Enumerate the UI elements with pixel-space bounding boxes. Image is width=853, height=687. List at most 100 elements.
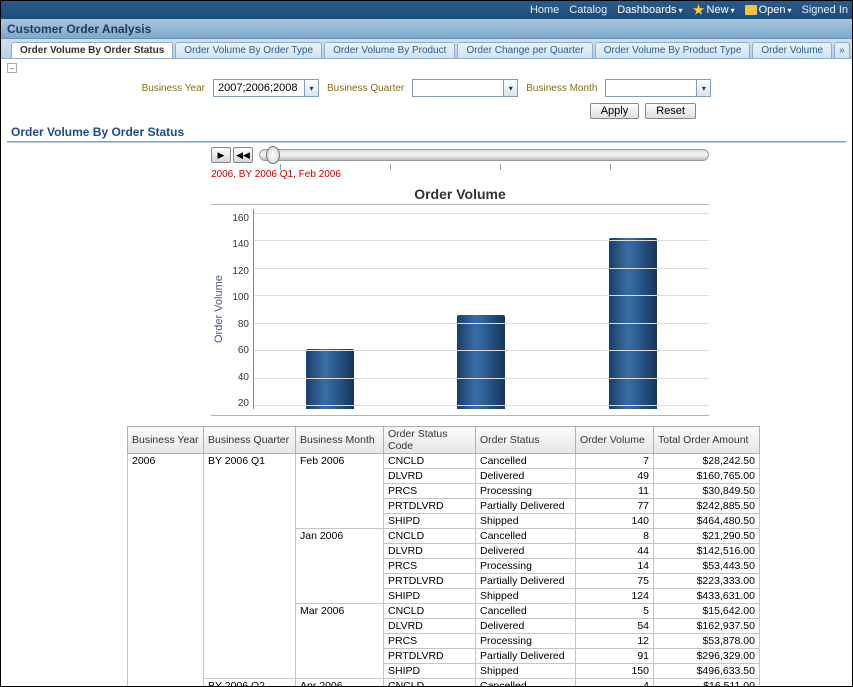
column-header[interactable]: Business Quarter [204, 427, 296, 454]
tab-3[interactable]: Order Change per Quarter [457, 42, 592, 58]
tab-1[interactable]: Order Volume By Order Type [175, 42, 322, 58]
cell-status-code: CNCLD [384, 454, 476, 469]
slider-label: 2006, BY 2006 Q1, Feb 2006 [211, 169, 709, 180]
cell-amount: $15,642.00 [654, 604, 760, 619]
prompt-buttons: Apply Reset [7, 103, 696, 119]
time-slider: ▶ ◀◀ 2006, BY 2006 Q1, Feb 2006 [211, 147, 709, 180]
prompt-month-value [606, 80, 696, 96]
play-button[interactable]: ▶ [211, 147, 231, 163]
cell-amount: $162,937.50 [654, 619, 760, 634]
slider-tick [390, 164, 391, 170]
chevron-down-icon[interactable] [503, 80, 517, 96]
cell-amount: $464,480.50 [654, 514, 760, 529]
tab-overflow[interactable]: » [834, 42, 850, 58]
nav-new[interactable]: New ▾ [693, 4, 735, 16]
cell-volume: 54 [576, 619, 654, 634]
cell-quarter: BY 2006 Q2 [204, 679, 296, 687]
cell-volume: 140 [576, 514, 654, 529]
y-tick-label: 140 [232, 239, 249, 250]
chart-inner: Order Volume 16014012010080604020 [211, 209, 709, 409]
column-header[interactable]: Business Year [128, 427, 204, 454]
cell-status-code: CNCLD [384, 529, 476, 544]
y-tick-label: 100 [232, 292, 249, 303]
gridline [254, 405, 709, 406]
tab-2[interactable]: Order Volume By Product [324, 42, 455, 58]
cell-volume: 11 [576, 484, 654, 499]
cell-status: Delivered [476, 469, 576, 484]
column-header[interactable]: Business Month [296, 427, 384, 454]
prompt-bar: Business Year 2007;2006;2008 Business Qu… [7, 79, 846, 97]
gridline [254, 268, 709, 269]
tab-4[interactable]: Order Volume By Product Type [595, 42, 751, 58]
cell-status-code: SHIPD [384, 589, 476, 604]
cell-volume: 14 [576, 559, 654, 574]
cell-status-code: PRCS [384, 484, 476, 499]
cell-amount: $223,333.00 [654, 574, 760, 589]
prompt-month-select[interactable] [605, 79, 711, 97]
prompt-month-label: Business Month [526, 83, 597, 94]
slider-thumb[interactable] [266, 146, 280, 164]
nav-home[interactable]: Home [530, 4, 559, 16]
cell-amount: $242,885.50 [654, 499, 760, 514]
prompt-year-value: 2007;2006;2008 [214, 80, 304, 96]
y-tick-label: 80 [238, 319, 249, 330]
cell-volume: 8 [576, 529, 654, 544]
cell-amount: $433,631.00 [654, 589, 760, 604]
gridline [254, 350, 709, 351]
cell-status: Shipped [476, 514, 576, 529]
chevron-down-icon: ▾ [679, 6, 683, 15]
prompt-quarter-select[interactable] [412, 79, 518, 97]
gridline [254, 295, 709, 296]
cell-volume: 124 [576, 589, 654, 604]
slider-tick [280, 164, 281, 170]
reset-button[interactable]: Reset [645, 103, 696, 119]
y-tick-label: 160 [232, 213, 249, 224]
nav-dashboards-label: Dashboards [617, 4, 676, 16]
collapse-toggle[interactable]: – [7, 63, 17, 73]
section-rule [7, 141, 846, 143]
cell-status: Cancelled [476, 454, 576, 469]
cell-status: Processing [476, 634, 576, 649]
section-title: Order Volume By Order Status [7, 119, 846, 141]
cell-amount: $160,765.00 [654, 469, 760, 484]
gridline [254, 378, 709, 379]
bar-group [254, 209, 709, 409]
apply-button[interactable]: Apply [590, 103, 640, 119]
table-row: BY 2006 Q2Apr 2006CNCLDCancelled4$16,511… [128, 679, 760, 687]
plot-area [253, 209, 709, 409]
cell-volume: 150 [576, 664, 654, 679]
slider-track[interactable] [259, 149, 709, 161]
cell-month: Jan 2006 [296, 529, 384, 604]
column-header[interactable]: Order Status Code [384, 427, 476, 454]
chevron-down-icon: ▾ [731, 6, 735, 15]
cell-amount: $53,443.50 [654, 559, 760, 574]
cell-volume: 77 [576, 499, 654, 514]
bar [457, 315, 505, 409]
nav-dashboards[interactable]: Dashboards ▾ [617, 4, 682, 16]
cell-status: Processing [476, 559, 576, 574]
cell-status-code: DLVRD [384, 619, 476, 634]
nav-signed-in[interactable]: Signed In [802, 4, 848, 16]
data-table: Business YearBusiness QuarterBusiness Mo… [127, 426, 760, 686]
column-header[interactable]: Order Volume [576, 427, 654, 454]
cell-volume: 12 [576, 634, 654, 649]
cell-month: Feb 2006 [296, 454, 384, 529]
nav-catalog[interactable]: Catalog [569, 4, 607, 16]
cell-status: Partially Delivered [476, 574, 576, 589]
column-header[interactable]: Total Order Amount [654, 427, 760, 454]
cell-amount: $30,849.50 [654, 484, 760, 499]
chevron-down-icon[interactable] [696, 80, 710, 96]
rewind-button[interactable]: ◀◀ [233, 147, 253, 163]
prompt-year-label: Business Year [142, 83, 205, 94]
nav-open[interactable]: Open ▾ [745, 4, 792, 16]
cell-amount: $142,516.00 [654, 544, 760, 559]
column-header[interactable]: Order Status [476, 427, 576, 454]
chevron-down-icon[interactable] [304, 80, 318, 96]
prompt-year-select[interactable]: 2007;2006;2008 [213, 79, 319, 97]
cell-status-code: PRTDLVRD [384, 649, 476, 664]
cell-status: Delivered [476, 619, 576, 634]
cell-volume: 5 [576, 604, 654, 619]
cell-status: Shipped [476, 589, 576, 604]
tab-5[interactable]: Order Volume [752, 42, 832, 58]
tab-0[interactable]: Order Volume By Order Status [11, 42, 173, 58]
